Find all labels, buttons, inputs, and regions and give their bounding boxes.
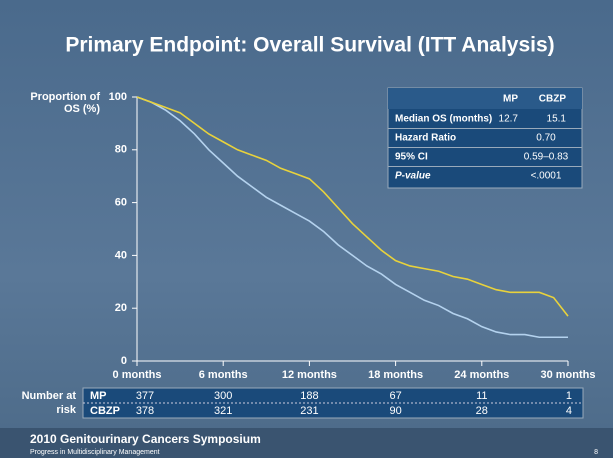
- x-tick-label: 6 months: [199, 369, 248, 381]
- x-tick-label: 12 months: [282, 369, 337, 381]
- risk-count: 377: [136, 390, 154, 402]
- risk-count: 300: [214, 390, 232, 402]
- title: Primary Endpoint: Overall Survival (ITT …: [65, 34, 554, 57]
- survival-curve: [136, 96, 569, 317]
- risk-count: 11: [476, 390, 487, 402]
- stats-header: [388, 88, 582, 109]
- stats-row-label: Hazard Ratio: [395, 133, 456, 144]
- y-tick-label: 60: [115, 197, 127, 209]
- risk-count: 90: [389, 405, 401, 417]
- risk-group: MP: [90, 390, 107, 402]
- risk-count: 188: [300, 390, 318, 402]
- y-tick-label: 0: [121, 355, 127, 367]
- stats-row-label: 95% CI: [395, 152, 428, 163]
- risk-label: Number at risk: [21, 390, 76, 416]
- footer-title: 2010 Genitourinary Cancers Symposium: [30, 432, 261, 446]
- page-number: 8: [594, 449, 598, 456]
- risk-count: 67: [389, 390, 401, 402]
- survival-curve: [136, 96, 568, 339]
- stats-row-label: P-value: [395, 171, 431, 182]
- x-tick-label: 18 months: [368, 369, 423, 381]
- stats-value: 0.59–0.83: [524, 152, 569, 163]
- y-axis-label: Proportion of OS (%): [30, 91, 100, 115]
- stats-column: CBZP: [539, 94, 567, 105]
- risk-count: 28: [476, 405, 488, 417]
- risk-count: 4: [566, 405, 572, 417]
- footer-subtitle: Progress in Multidisciplinary Management: [30, 449, 160, 456]
- y-tick-label: 80: [115, 144, 127, 156]
- stats-value: 12.7: [499, 114, 519, 125]
- risk-count: 1: [566, 390, 572, 402]
- risk-group: CBZP: [90, 405, 120, 417]
- y-tick-label: 20: [115, 302, 127, 314]
- risk-count: 321: [214, 405, 232, 417]
- x-tick-label: 0 months: [113, 369, 162, 381]
- risk-count: 231: [300, 405, 318, 417]
- risk-count: 378: [136, 405, 154, 417]
- stats-value: <.0001: [531, 171, 562, 182]
- stats-row-label: Median OS (months): [395, 114, 492, 125]
- stats-column: MP: [503, 94, 518, 105]
- stats-value: 0.70: [536, 133, 556, 144]
- stats-value: 15.1: [547, 114, 567, 125]
- y-tick-label: 100: [109, 91, 127, 103]
- y-tick-label: 40: [115, 249, 127, 261]
- x-tick-label: 24 months: [454, 369, 509, 381]
- x-tick-label: 30 months: [540, 369, 595, 381]
- footer-bar: [0, 428, 613, 458]
